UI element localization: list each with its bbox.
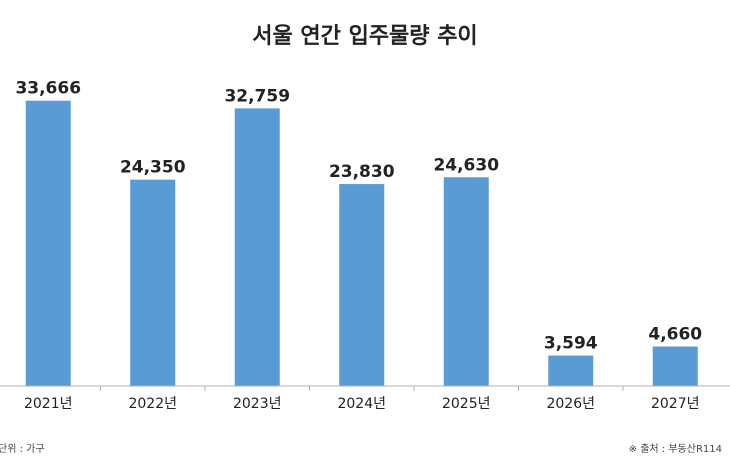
x-tick-label-1: 2021년 xyxy=(24,396,73,412)
bar-2 xyxy=(130,179,176,386)
x-ticks-group xyxy=(100,386,624,391)
value-label-7: 4,660 xyxy=(648,325,702,345)
bar-5 xyxy=(443,177,489,386)
x-tick-label-4: 2024년 xyxy=(337,396,386,412)
x-tick-label-2: 2022년 xyxy=(128,396,177,412)
bars-group xyxy=(25,100,698,386)
value-labels-group: 33,666 24,350 32,759 23,830 24,630 3,594 4,660 xyxy=(15,79,702,354)
value-label-2: 24,350 xyxy=(120,158,186,178)
x-tick-label-6: 2026년 xyxy=(546,396,595,412)
x-tick-label-7: 2027년 xyxy=(651,396,700,412)
chart-title: 서울 연간 입주물량 추이 xyxy=(252,24,477,49)
bar-7 xyxy=(652,346,698,386)
unit-note: 단위 : 가구 xyxy=(0,442,45,455)
bar-4 xyxy=(339,184,385,386)
value-label-6: 3,594 xyxy=(544,334,598,354)
x-tick-label-5: 2025년 xyxy=(442,396,491,412)
x-tick-label-3: 2023년 xyxy=(233,396,282,412)
value-label-4: 23,830 xyxy=(329,162,395,182)
x-tick-labels-group: 2021년 2022년 2023년 2024년 2025년 2026년 2027년 xyxy=(24,396,700,412)
value-label-3: 32,759 xyxy=(224,86,290,106)
value-label-1: 33,666 xyxy=(15,79,81,99)
bar-6 xyxy=(548,355,594,386)
value-label-5: 24,630 xyxy=(433,155,499,175)
source-note: ※ 출처 : 부동산R114 xyxy=(629,443,722,455)
bar-3 xyxy=(234,108,280,386)
bar-1 xyxy=(25,100,71,386)
